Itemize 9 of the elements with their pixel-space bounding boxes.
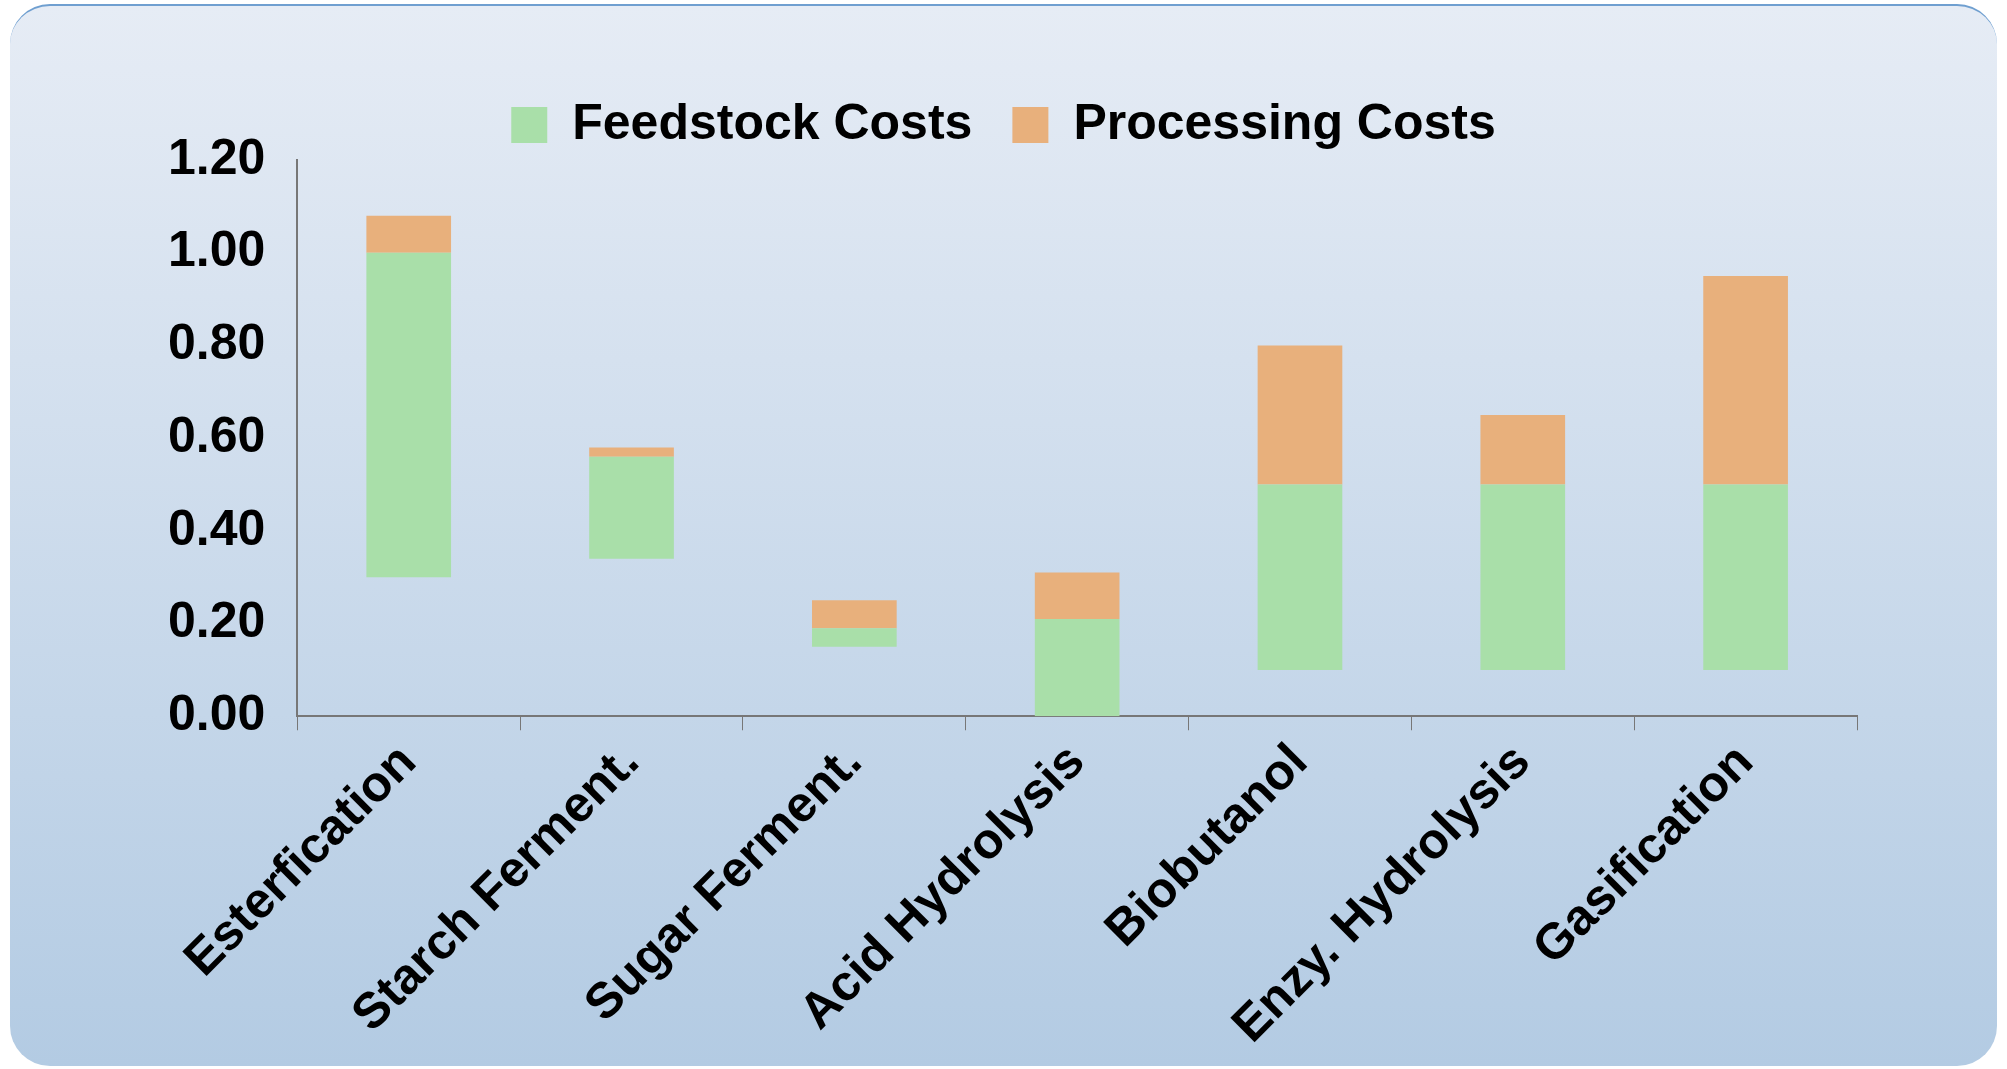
y-tick-label: 1.20 (167, 128, 266, 185)
y-tick-label: 0.60 (167, 406, 266, 463)
y-tick-label: 1.00 (167, 221, 266, 278)
y-tick-label: 0.00 (167, 685, 266, 742)
y-tick-label: 0.40 (167, 499, 266, 556)
y-tick-label: 0.20 (167, 592, 266, 649)
legend-label: Feedstock Costs (572, 93, 973, 150)
y-tick-label: 0.80 (167, 314, 266, 371)
legend-label: Processing Costs (1073, 93, 1496, 150)
